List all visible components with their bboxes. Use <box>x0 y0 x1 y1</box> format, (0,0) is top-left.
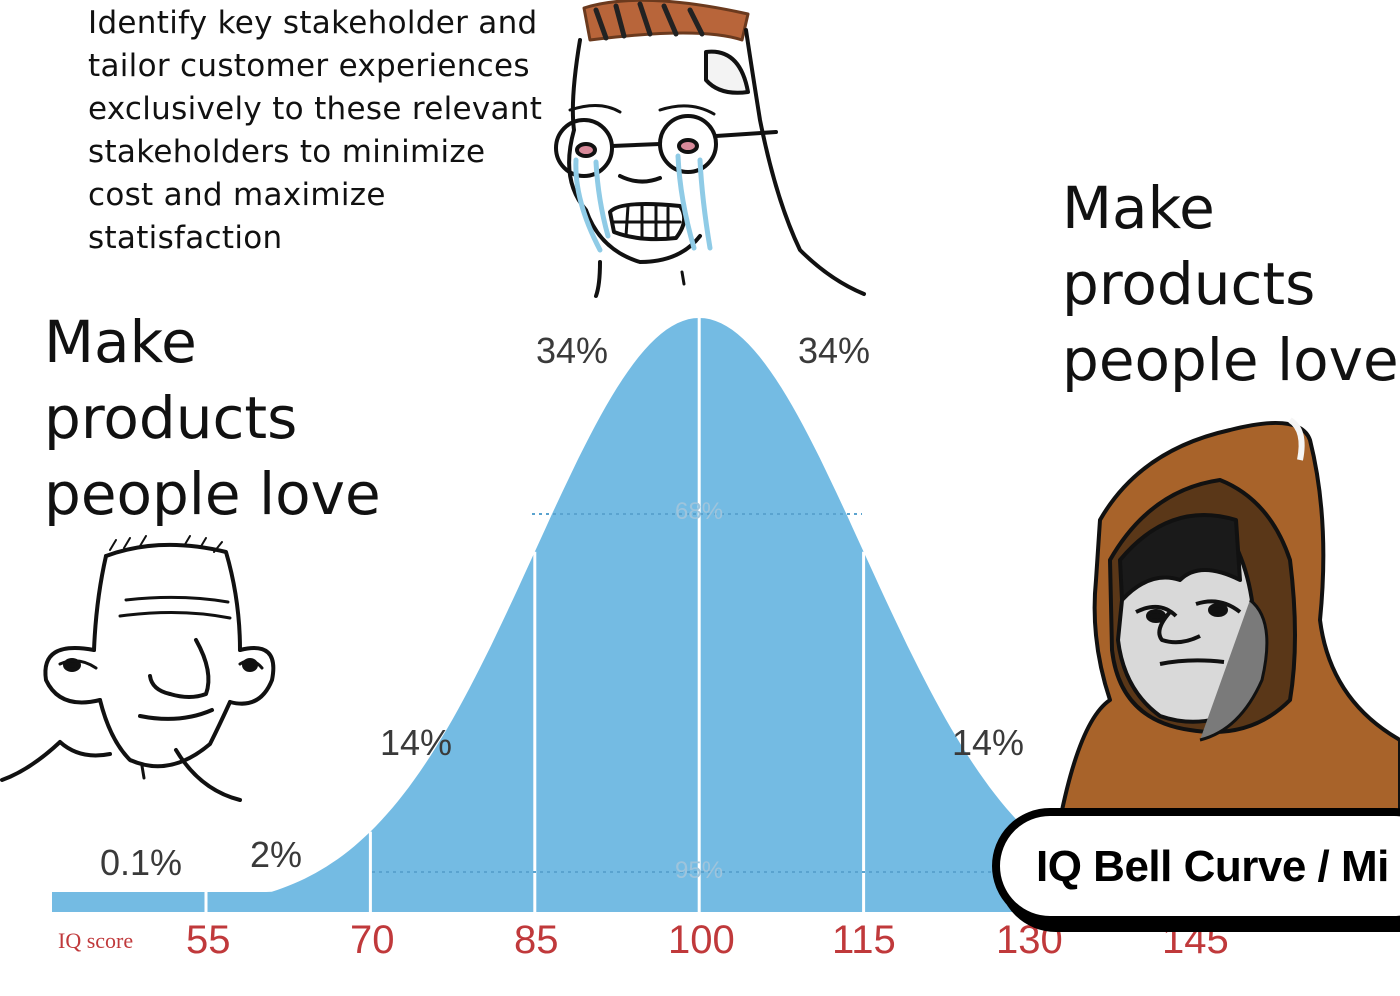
segment-label-34pct-right: 34% <box>798 330 871 371</box>
band-95-label: 95% <box>675 857 724 884</box>
top-quote-line: tailor customer experiences <box>88 48 530 84</box>
left-caption-line: Make <box>44 308 197 376</box>
iq-tick-label: 130 <box>996 918 1063 962</box>
left-caption: Make products people love <box>44 304 381 532</box>
segment-label-14pct-right: 14% <box>952 722 1025 763</box>
right-caption: Make products people love <box>1062 170 1399 398</box>
right-caption-line: Make <box>1062 174 1215 242</box>
iq-tick-label: 85 <box>514 918 559 962</box>
title-badge: IQ Bell Curve / Mi <box>992 808 1400 924</box>
iq-tick-label: 55 <box>186 918 231 962</box>
iq-axis-label: IQ score <box>58 928 134 953</box>
segment-dividers <box>204 318 866 912</box>
top-quote: Identify key stakeholder and tailor cust… <box>88 2 568 260</box>
top-quote-line: Identify key stakeholder and <box>88 5 538 41</box>
top-quote-line: statisfaction <box>88 220 283 256</box>
iq-tick-label: 115 <box>832 918 896 962</box>
left-caption-line: people love <box>44 460 381 528</box>
right-caption-line: people love <box>1062 326 1399 394</box>
top-quote-line: exclusively to these relevant <box>88 91 543 127</box>
band-68-label: 68% <box>675 498 724 525</box>
segment-label-34pct-left: 34% <box>536 330 609 371</box>
segment-label-2pct: 2% <box>250 834 303 875</box>
top-quote-line: cost and maximize <box>88 177 386 213</box>
segment-label-14pct-left: 14% <box>380 722 453 763</box>
crying-glasses-wojak-icon <box>554 0 866 298</box>
iq-tick-label: 100 <box>668 918 735 962</box>
iq-tick-label: 70 <box>350 918 395 962</box>
top-quote-line: stakeholders to minimize <box>88 134 486 170</box>
hooded-monk-icon <box>1058 417 1400 822</box>
wojak-simple-icon <box>0 535 276 802</box>
bell-curve-area <box>52 318 1083 912</box>
iq-tick-label: 145 <box>1162 918 1229 962</box>
left-caption-line: products <box>44 384 298 452</box>
segment-label-0-1pct: 0.1% <box>100 842 183 883</box>
badge-label: IQ Bell Curve / Mi <box>1036 842 1389 891</box>
right-caption-line: products <box>1062 250 1316 318</box>
